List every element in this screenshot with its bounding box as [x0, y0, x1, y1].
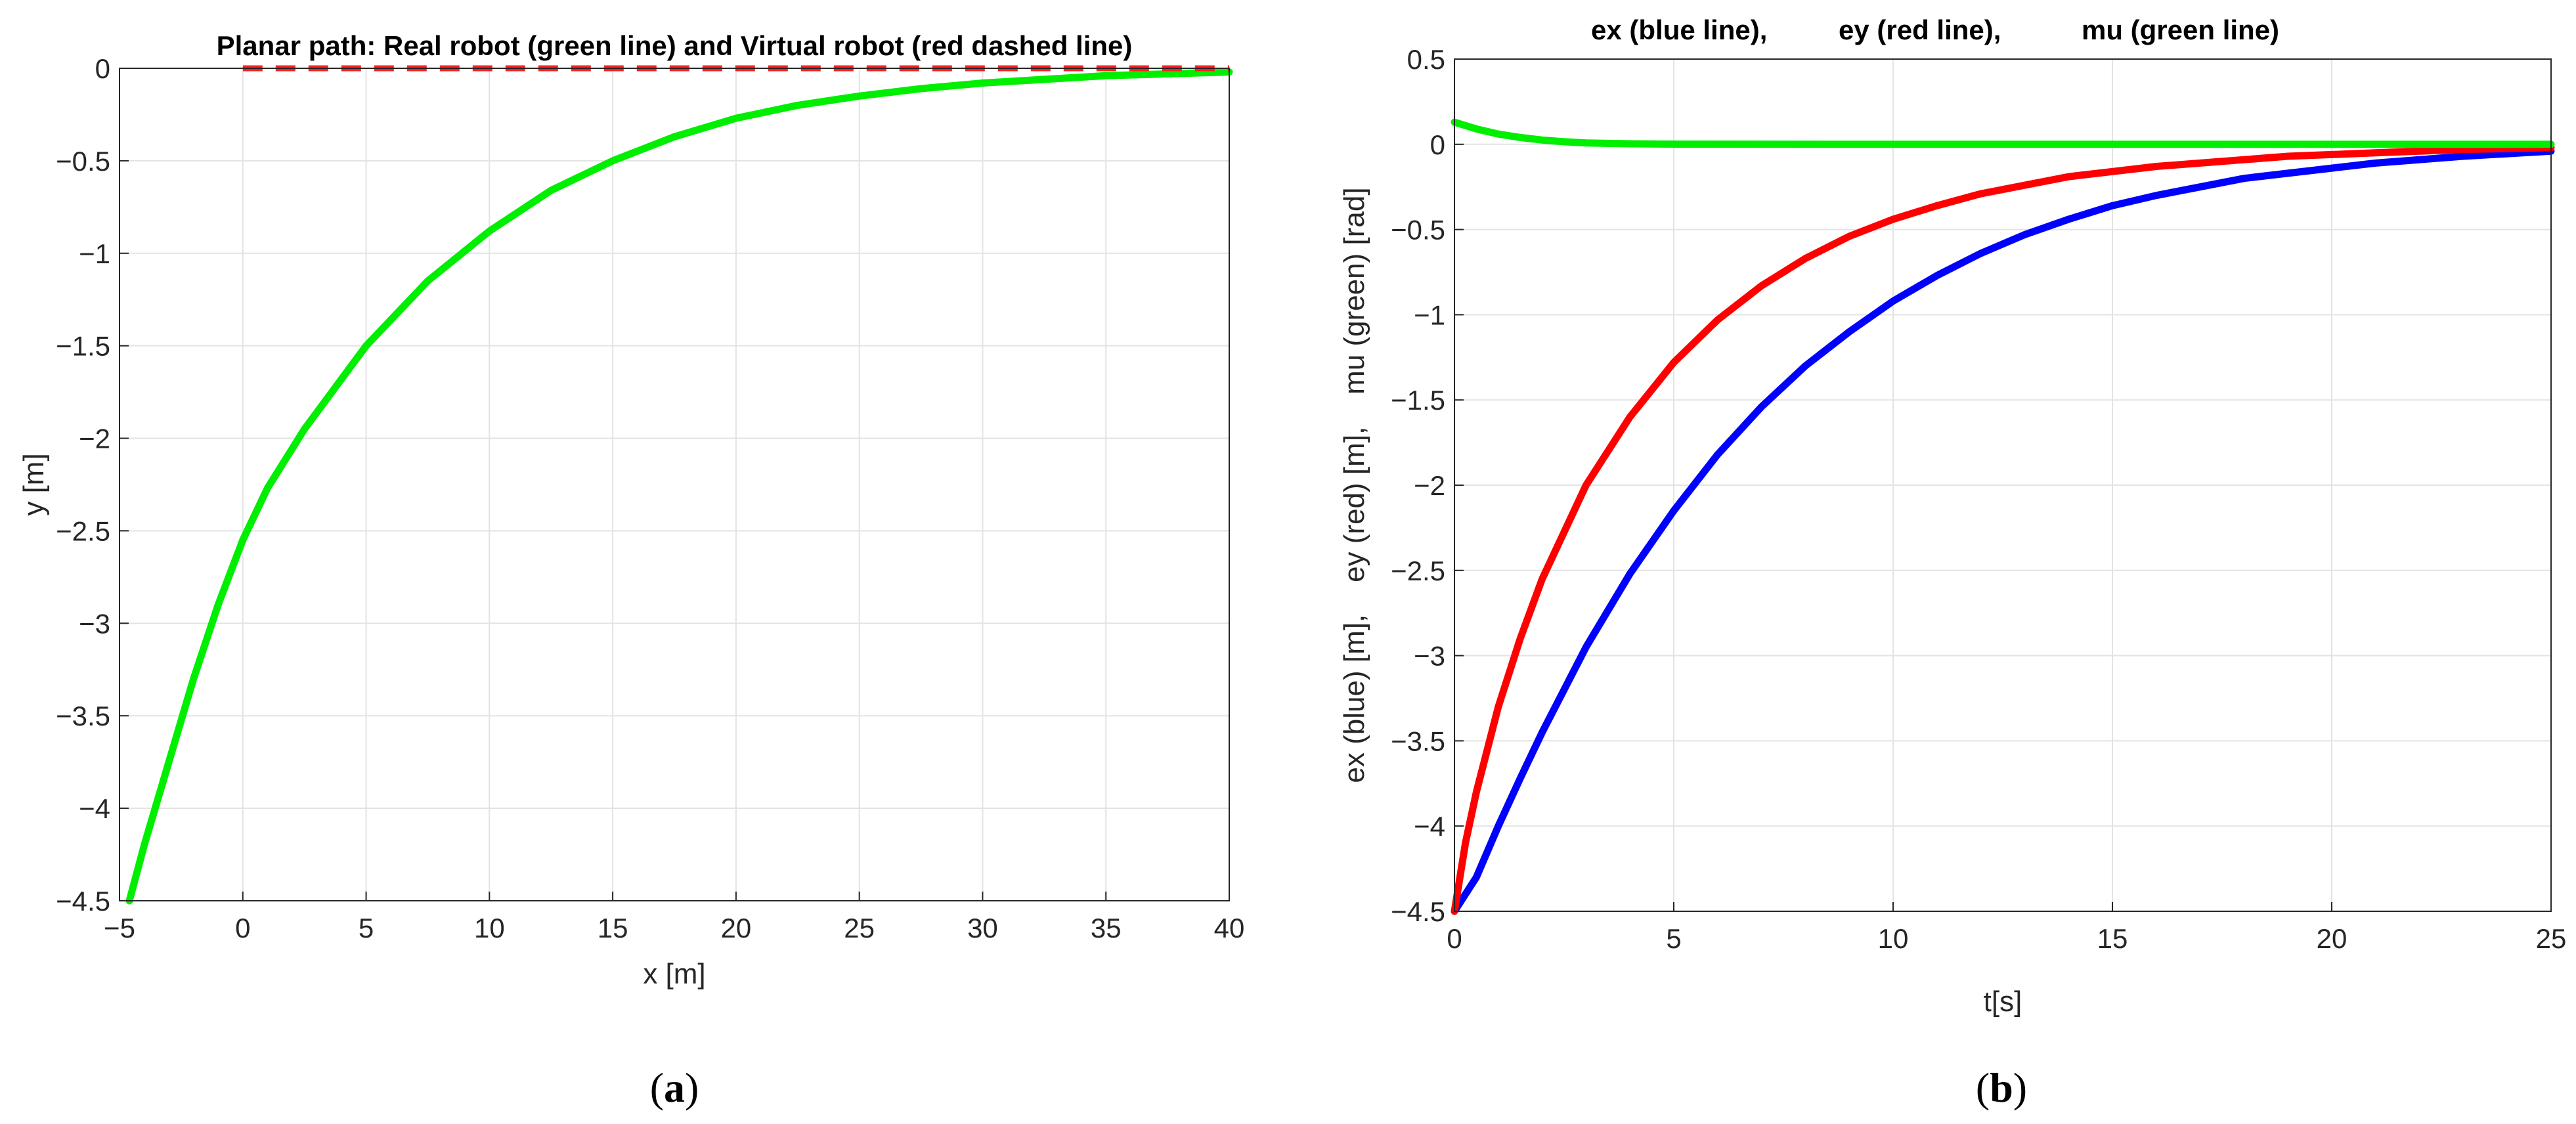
panel-b-xtick-label: 20	[2317, 923, 2347, 954]
panel-a-xtick-label: −5	[104, 913, 135, 943]
panel-b-ytick-label: −3.5	[1391, 725, 1445, 756]
panel-a-ticks: −5 0 5 10 15 20 25 30 35 40 0 −0.5 −1 −1.5 −2 −2.5 −3 −3.…	[56, 53, 1244, 943]
panel-b-caption: (b)	[1976, 1064, 2027, 1111]
panel-b-ytick-label: −1	[1414, 299, 1445, 330]
panel-a-xlabel: x [m]	[643, 958, 705, 990]
panel-a-ytick-label: −0.5	[56, 146, 110, 177]
panel-a-xtick-label: 25	[844, 913, 875, 943]
panel-b-ytick-label: −4.5	[1391, 896, 1445, 927]
panel-b-ytick-label: 0	[1430, 129, 1445, 160]
panel-b-xtick-label: 15	[2097, 923, 2128, 954]
panel-b-ytick-label: −1.5	[1391, 385, 1445, 416]
panel-a-xtick-label: 10	[474, 913, 505, 943]
panel-a-ytick-label: 0	[95, 53, 110, 84]
panel-b-series-line-1	[1451, 147, 2555, 915]
panel-a-xtick-label: 5	[359, 913, 374, 943]
panel-b-xtick-label: 5	[1666, 923, 1681, 954]
panel-a-xtick-label: 20	[721, 913, 752, 943]
panel-a-ytick-label: −3.5	[56, 701, 110, 731]
panel-a-axes-box	[119, 68, 1230, 901]
panel-b-title-part-3: mu (green line)	[2082, 14, 2279, 45]
panel-a-ytick-label: −4	[79, 793, 110, 824]
panel-a-caption: (a)	[650, 1064, 699, 1111]
panel-b-title-part-2: ey (red line),	[1839, 14, 2001, 45]
panel-a-ytick-label: −2.5	[56, 515, 110, 546]
panel-a-xtick-label: 0	[235, 913, 250, 943]
panel-a-ytick-label: −3	[79, 608, 110, 639]
panel-b-caption-letter: b	[1990, 1064, 2013, 1111]
panel-b-xlabel: t[s]	[1984, 985, 2022, 1018]
panel-a-chart: Planar path: Real robot (green line) and…	[18, 30, 1244, 990]
panel-b-ytick-label: 0.5	[1407, 44, 1445, 75]
panel-b-ytick-label: −0.5	[1391, 215, 1445, 246]
panel-b-xtick-label: 0	[1447, 923, 1462, 954]
panel-b-ytick-label: −3	[1414, 641, 1445, 672]
panel-a-series-line-1	[125, 68, 1233, 905]
panel-b-series	[1451, 118, 2555, 915]
panel-a-title: Planar path: Real robot (green line) and…	[217, 30, 1133, 61]
panel-a-plot-area	[120, 68, 1229, 901]
panel-a-caption-letter: a	[664, 1064, 685, 1111]
panel-b-series-line-3	[1451, 118, 2555, 148]
panel-b-ticks: 0 5 10 15 20 25 0.5 0 −0.5 −1 −1.5 −2 −2.5 −3 −3.5 −4 −4…	[1391, 44, 2566, 954]
panel-b-xtick-label: 10	[1878, 923, 1909, 954]
panel-b-xtick-label: 25	[2536, 923, 2567, 954]
panel-b-ytick-label: −4	[1414, 811, 1445, 842]
panel-a-ytick-label: −1.5	[56, 331, 110, 362]
panel-b-ylabel: ex (blue) [m], ey (red) [m], mu (green) …	[1338, 187, 1370, 783]
panel-b-ytick-label: −2	[1414, 470, 1445, 501]
panel-a-xtick-label: 30	[967, 913, 998, 943]
panel-a-ytick-label: −4.5	[56, 886, 110, 917]
panel-b-chart: ex (blue line), ey (red line), mu (green…	[1338, 14, 2566, 1018]
panel-a-xtick-label: 40	[1214, 913, 1245, 943]
panel-b-title-part-1: ex (blue line),	[1591, 14, 1767, 45]
panel-b-ytick-label: −2.5	[1391, 555, 1445, 586]
panel-a-xtick-label: 35	[1091, 913, 1122, 943]
panel-a-ylabel: y [m]	[18, 453, 50, 515]
panel-b-series-line-2	[1451, 144, 2555, 915]
panel-a-ytick-label: −2	[79, 423, 110, 454]
panel-a-ytick-label: −1	[79, 238, 110, 269]
panel-a-xtick-label: 15	[598, 913, 628, 943]
